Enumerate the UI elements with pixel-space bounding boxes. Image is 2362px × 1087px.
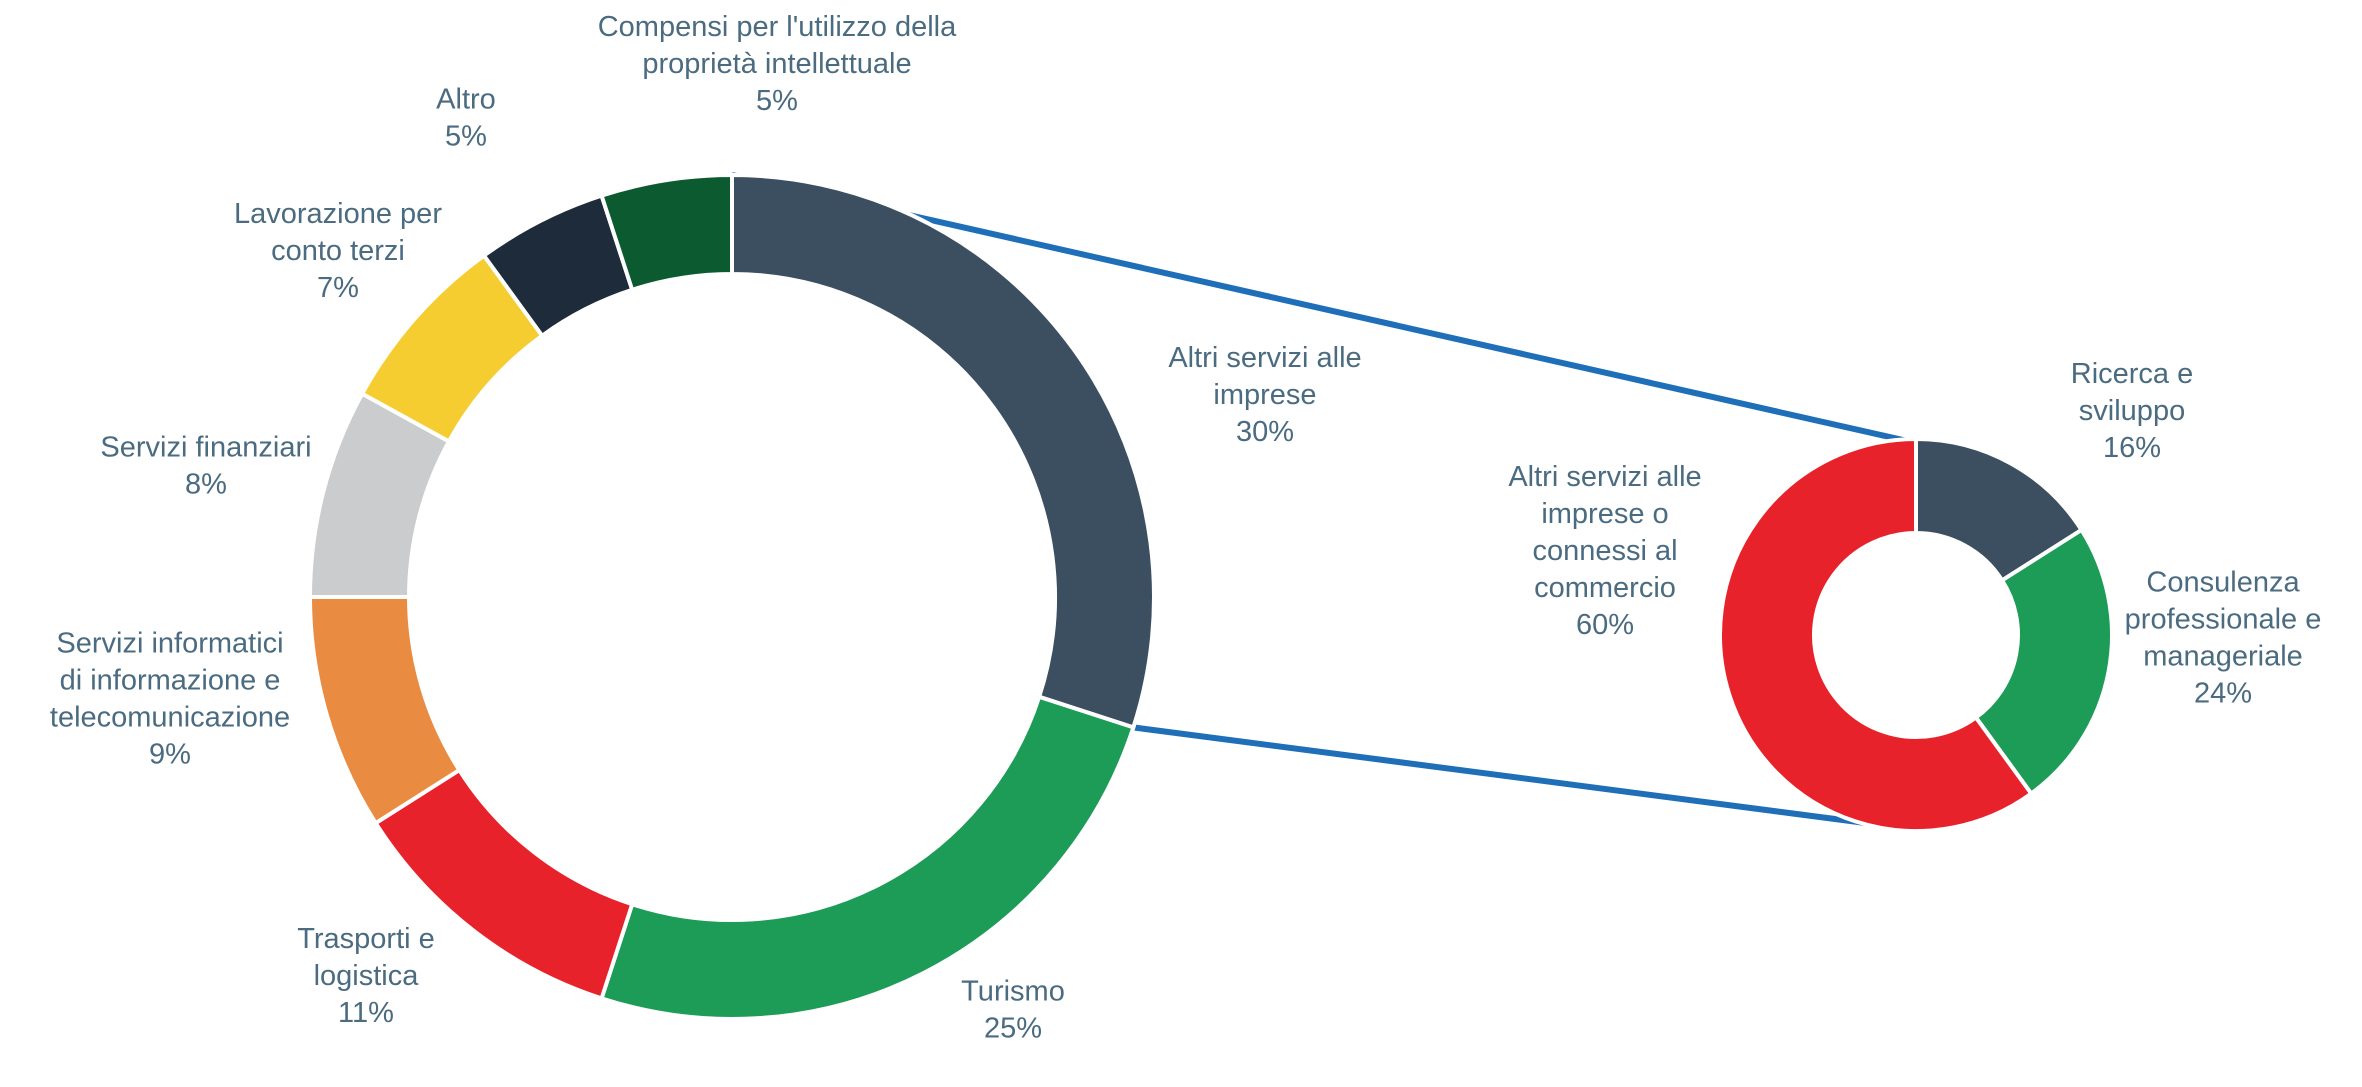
label-text-line: Consulenza bbox=[2146, 567, 2300, 599]
label-trasporti-e-logistica: Trasporti e logistica 11% bbox=[297, 923, 435, 1029]
label-value: 24% bbox=[2194, 678, 2252, 710]
label-text-line: imprese o bbox=[1541, 498, 1668, 530]
label-value: 8% bbox=[185, 469, 227, 501]
label-text-line: Ricerca e bbox=[2071, 358, 2194, 390]
label-servizi-informatici-di-informazione-e-telecomunicazione: Servizi informatici di informazione e tele… bbox=[50, 628, 290, 771]
label-altri-servizi-alle-imprese-o-connessi-al-commercio: Altri servizi alle imprese o connessi al co… bbox=[1508, 461, 1701, 641]
main-slice-turismo bbox=[599, 694, 1136, 1021]
label-text-line: Lavorazione per bbox=[234, 198, 442, 230]
label-text-line: Compensi per l'utilizzo della bbox=[598, 11, 957, 43]
connector-lines bbox=[731, 172, 1917, 831]
label-text-line: di informazione e bbox=[60, 665, 281, 697]
label-value: 11% bbox=[338, 997, 394, 1029]
label-turismo: Turismo 25% bbox=[961, 976, 1065, 1045]
main-slice-compensi-per-l-utilizzo-della-proprieta-intellettuale bbox=[599, 172, 734, 293]
label-text-line: Turismo bbox=[961, 976, 1065, 1008]
label-text-line: Servizi informatici bbox=[56, 628, 283, 660]
label-consulenza-professionale-e-manageriale: Consulenza professionale e manageriale 24% bbox=[2125, 567, 2322, 710]
label-lavorazione-per-conto-terzi: Lavorazione per conto terzi 7% bbox=[234, 198, 442, 304]
label-text-line: commercio bbox=[1534, 572, 1676, 604]
sub-slice-altri-servizi-alle-imprese-o-connessi-al-commercio bbox=[1718, 436, 2035, 833]
label-text-line: conto terzi bbox=[271, 235, 405, 267]
label-altro: Altro 5% bbox=[436, 84, 496, 153]
label-value: 5% bbox=[756, 85, 798, 117]
label-text-line: Trasporti e bbox=[297, 923, 435, 955]
label-text-line: Altri servizi alle bbox=[1168, 342, 1361, 374]
connector-line-bottom bbox=[1132, 724, 1905, 831]
label-text-line: Altri servizi alle bbox=[1508, 461, 1701, 493]
label-value: 16% bbox=[2103, 432, 2161, 464]
label-servizi-finanziari: Servizi finanziari 8% bbox=[100, 432, 311, 501]
label-text-line: Altro bbox=[436, 84, 496, 116]
label-text-line: imprese bbox=[1213, 379, 1316, 411]
slice-labels: Altri servizi alle imprese 30% Turismo 25% Tr… bbox=[50, 11, 2321, 1045]
main-donut bbox=[307, 172, 1156, 1021]
label-text-line: logistica bbox=[314, 960, 420, 992]
label-ricerca-e-sviluppo: Ricerca e sviluppo 16% bbox=[2071, 358, 2194, 464]
label-text-line: proprietà intellettuale bbox=[642, 48, 911, 80]
label-text-line: sviluppo bbox=[2079, 395, 2185, 427]
label-value: 5% bbox=[445, 121, 487, 153]
label-value: 30% bbox=[1236, 416, 1294, 448]
connector-line-top bbox=[731, 172, 1917, 446]
label-text-line: manageriale bbox=[2143, 641, 2303, 673]
label-text-line: connessi al bbox=[1532, 535, 1677, 567]
label-value: 60% bbox=[1576, 609, 1634, 641]
breakdown-donut bbox=[1718, 436, 2114, 833]
label-compensi-per-l-utilizzo-della-proprieta-intellettuale: Compensi per l'utilizzo della proprietà i… bbox=[598, 11, 957, 117]
label-text-line: telecomunicazione bbox=[50, 702, 290, 734]
sub-slice-consulenza-professionale-e-manageriale bbox=[1973, 527, 2114, 797]
label-value: 9% bbox=[149, 739, 191, 771]
label-value: 7% bbox=[317, 272, 359, 304]
label-text-line: professionale e bbox=[2125, 604, 2322, 636]
label-altri-servizi-alle-imprese: Altri servizi alle imprese 30% bbox=[1168, 342, 1361, 448]
label-value: 25% bbox=[984, 1013, 1042, 1045]
label-text-line: Servizi finanziari bbox=[100, 432, 311, 464]
main-slice-altri-servizi-alle-imprese bbox=[730, 172, 1156, 730]
